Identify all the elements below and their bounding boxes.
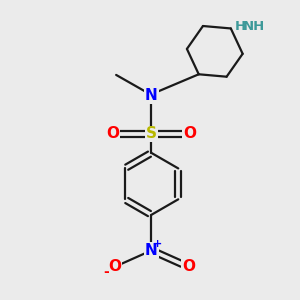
Text: N: N — [145, 88, 158, 103]
Text: N: N — [145, 243, 158, 258]
Text: O: O — [183, 126, 196, 141]
Text: NH: NH — [243, 20, 266, 34]
Text: S: S — [146, 126, 157, 141]
Text: -: - — [103, 265, 109, 279]
Text: H: H — [235, 20, 246, 33]
Text: O: O — [108, 259, 121, 274]
Text: O: O — [107, 126, 120, 141]
Text: O: O — [182, 259, 195, 274]
Text: +: + — [153, 238, 163, 249]
